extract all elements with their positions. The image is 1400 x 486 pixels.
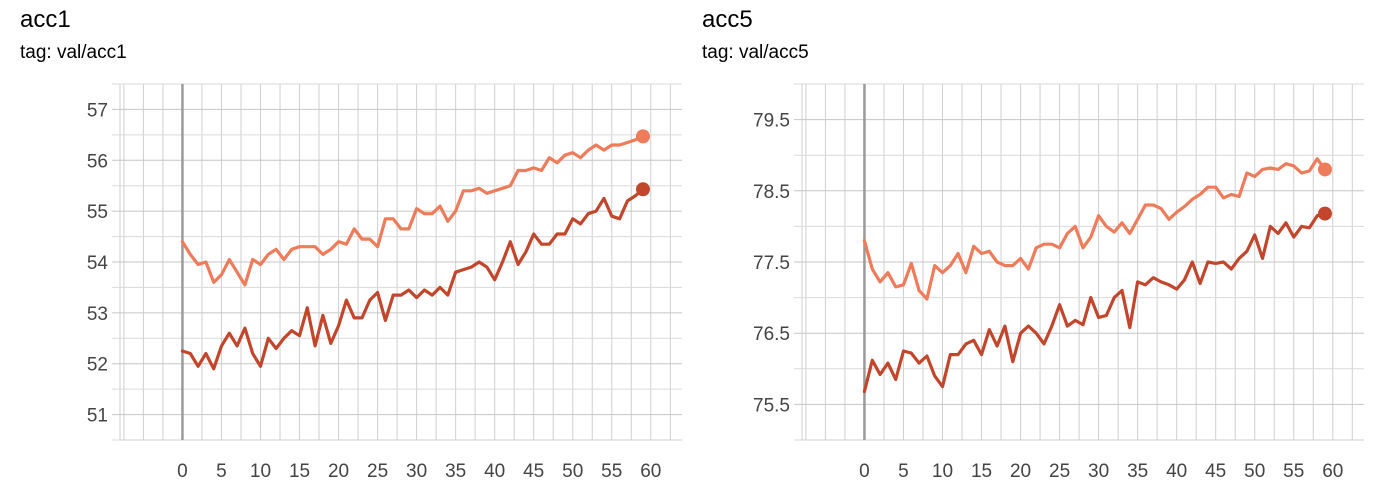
y-tick-label: 52 bbox=[87, 355, 108, 376]
x-tick-label: 15 bbox=[971, 461, 992, 482]
x-tick-label: 5 bbox=[898, 461, 909, 482]
x-tick-label: 25 bbox=[1049, 461, 1070, 482]
series-line-2 bbox=[180, 187, 645, 371]
x-tick-label: 30 bbox=[406, 461, 427, 482]
series-end-marker-1 bbox=[1317, 162, 1332, 177]
x-tick-label: 25 bbox=[367, 461, 388, 482]
x-tick-label: 60 bbox=[640, 461, 661, 482]
chart-tag: tag: val/acc5 bbox=[702, 42, 809, 63]
x-tick-label: 55 bbox=[601, 461, 622, 482]
x-tick-label: 40 bbox=[1166, 461, 1187, 482]
x-tick-label: 50 bbox=[562, 461, 583, 482]
acc5-chart: 75.5 76.5 77.5 78.5 79.5 0 5 10 15 20 25 30 35 40 45 50… bbox=[753, 83, 1364, 482]
x-tick-label: 55 bbox=[1283, 461, 1304, 482]
x-tick-label: 5 bbox=[216, 461, 227, 482]
series-end-marker-1 bbox=[635, 129, 650, 144]
y-tick-label: 53 bbox=[87, 304, 108, 325]
series-line-1 bbox=[180, 134, 645, 287]
x-tick-label: 0 bbox=[859, 461, 870, 482]
series-line-1 bbox=[862, 157, 1327, 301]
x-tick-label: 10 bbox=[250, 461, 271, 482]
y-tick-label: 76.5 bbox=[753, 324, 790, 345]
series-line-2 bbox=[862, 212, 1327, 394]
x-tick-label: 50 bbox=[1244, 461, 1265, 482]
y-tick-label: 75.5 bbox=[753, 395, 790, 416]
chart-panel-acc5: acc5 tag: val/acc5 75.5 76.5 77.5 78.5 79.5 0… bbox=[682, 0, 1372, 486]
x-tick-label: 20 bbox=[328, 461, 349, 482]
x-tick-label: 35 bbox=[445, 461, 466, 482]
x-tick-label: 20 bbox=[1010, 461, 1031, 482]
x-tick-label: 0 bbox=[177, 461, 188, 482]
y-tick-label: 51 bbox=[87, 406, 108, 427]
y-tick-label: 54 bbox=[87, 253, 109, 274]
y-tick-label: 77.5 bbox=[753, 253, 790, 274]
x-tick-label: 30 bbox=[1088, 461, 1109, 482]
x-tick-label: 35 bbox=[1127, 461, 1148, 482]
series-end-marker-2 bbox=[1317, 206, 1332, 221]
y-tick-label: 56 bbox=[87, 151, 108, 172]
chart-title: acc5 bbox=[702, 6, 753, 33]
x-tick-label: 10 bbox=[932, 461, 953, 482]
y-tick-label: 55 bbox=[87, 202, 108, 223]
x-tick-label: 45 bbox=[1205, 461, 1226, 482]
x-tick-label: 15 bbox=[289, 461, 310, 482]
acc1-chart: 51 52 53 54 55 56 57 0 5 10 15 20 25 30 35 40 45 50 55 60 bbox=[87, 83, 682, 482]
y-tick-label: 78.5 bbox=[753, 182, 790, 203]
series-end-marker-2 bbox=[635, 182, 650, 197]
chart-panel-acc1: acc1 tag: val/acc1 51 52 53 54 55 56 57 0 5 10 15 2… bbox=[0, 0, 690, 486]
chart-title: acc1 bbox=[20, 6, 71, 33]
x-tick-label: 45 bbox=[523, 461, 544, 482]
chart-tag: tag: val/acc1 bbox=[20, 42, 127, 63]
x-tick-label: 60 bbox=[1322, 461, 1343, 482]
y-tick-label: 79.5 bbox=[753, 111, 790, 132]
x-tick-label: 40 bbox=[484, 461, 505, 482]
y-tick-label: 57 bbox=[87, 100, 108, 121]
